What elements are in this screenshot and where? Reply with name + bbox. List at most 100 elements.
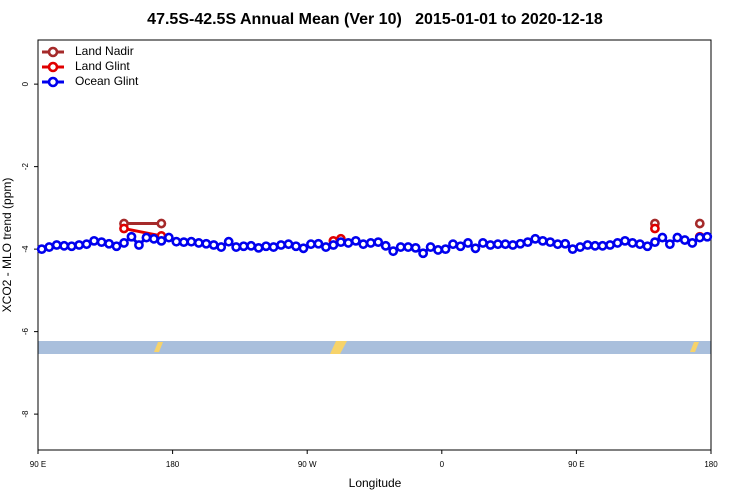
legend-label: Land Nadir — [75, 44, 134, 58]
legend-marker — [47, 76, 59, 88]
data-point — [597, 240, 608, 251]
y-tick-label: -4 — [21, 245, 30, 253]
data-point — [672, 232, 683, 243]
legend-label: Land Glint — [75, 59, 130, 73]
data-point — [74, 240, 85, 250]
x-axis-label: Longitude — [349, 476, 402, 490]
data-point — [620, 235, 630, 246]
data-point — [530, 233, 541, 244]
data-point — [507, 240, 518, 250]
data-point — [455, 241, 466, 252]
y-tick-label: 0 — [21, 81, 30, 86]
data-point — [567, 244, 578, 255]
data-point — [36, 244, 47, 255]
data-point — [298, 243, 309, 254]
land-patch — [154, 342, 163, 352]
data-point — [522, 237, 533, 248]
data-point — [657, 232, 668, 243]
data-point — [635, 239, 645, 250]
data-point — [537, 235, 548, 246]
data-point — [485, 240, 496, 250]
data-point — [283, 239, 294, 250]
data-point — [119, 223, 129, 234]
data-point — [141, 232, 152, 243]
data-point — [492, 239, 503, 250]
data-point — [313, 238, 324, 249]
data-point — [500, 239, 511, 250]
data-point — [268, 242, 279, 252]
x-tick-label: 0 — [440, 460, 445, 469]
data-point — [358, 239, 369, 250]
data-point — [448, 239, 458, 250]
data-point — [410, 242, 421, 253]
data-point — [193, 238, 204, 248]
data-point — [395, 242, 406, 252]
data-point — [51, 240, 62, 250]
data-point — [335, 237, 346, 248]
data-point — [694, 218, 705, 229]
data-point — [328, 240, 339, 250]
data-point — [163, 232, 174, 243]
plot-frame — [37, 39, 712, 451]
data-point — [470, 243, 481, 254]
data-point — [104, 238, 114, 249]
data-point — [96, 237, 107, 248]
legend-marker — [47, 61, 59, 73]
data-point — [679, 235, 690, 245]
data-point — [575, 242, 586, 252]
land-patch — [330, 341, 347, 354]
data-point — [186, 236, 197, 247]
data-point — [612, 238, 623, 248]
data-point — [545, 237, 556, 248]
data-point — [515, 238, 526, 249]
data-point — [642, 241, 653, 252]
data-point — [66, 241, 77, 252]
data-point — [171, 236, 182, 247]
data-point — [156, 218, 167, 229]
data-point — [246, 240, 257, 251]
data-point — [111, 241, 122, 252]
data-point — [253, 242, 264, 253]
data-point — [702, 231, 713, 242]
y-tick-label: -6 — [21, 328, 30, 336]
data-point — [238, 241, 249, 252]
data-point — [478, 238, 488, 248]
data-point — [687, 238, 698, 248]
land-mask — [154, 341, 699, 354]
data-point — [208, 240, 219, 250]
data-point — [403, 242, 414, 252]
y-tick-label: -2 — [21, 163, 30, 171]
data-point — [694, 232, 705, 243]
x-tick-label: 90 W — [298, 460, 317, 469]
data-point — [59, 240, 70, 251]
data-point — [320, 242, 331, 252]
data-point — [350, 235, 361, 246]
data-point — [44, 242, 55, 252]
data-point — [590, 240, 600, 251]
data-point — [418, 248, 429, 259]
legend-label: Ocean Glint — [75, 74, 139, 88]
data-point — [81, 239, 92, 250]
data-point — [276, 240, 286, 250]
land-mask-band — [38, 341, 711, 354]
data-point — [134, 240, 144, 250]
data-point — [650, 223, 660, 234]
data-point — [119, 238, 129, 248]
data-point — [231, 242, 242, 252]
data-point — [433, 245, 443, 255]
data-point — [89, 235, 99, 246]
data-point — [425, 242, 436, 252]
y-axis-label: XCO2 - MLO trend (ppm) — [0, 178, 14, 313]
data-point — [373, 237, 384, 248]
data-point — [178, 237, 189, 248]
x-tick-label: 90 E — [30, 460, 46, 469]
land-patch — [690, 342, 699, 352]
data-point — [216, 242, 227, 252]
x-tick-label: 90 E — [568, 460, 584, 469]
data-point — [627, 238, 638, 248]
data-point — [306, 239, 316, 250]
data-point — [552, 239, 563, 250]
data-point — [201, 238, 212, 249]
data-point — [365, 238, 376, 248]
